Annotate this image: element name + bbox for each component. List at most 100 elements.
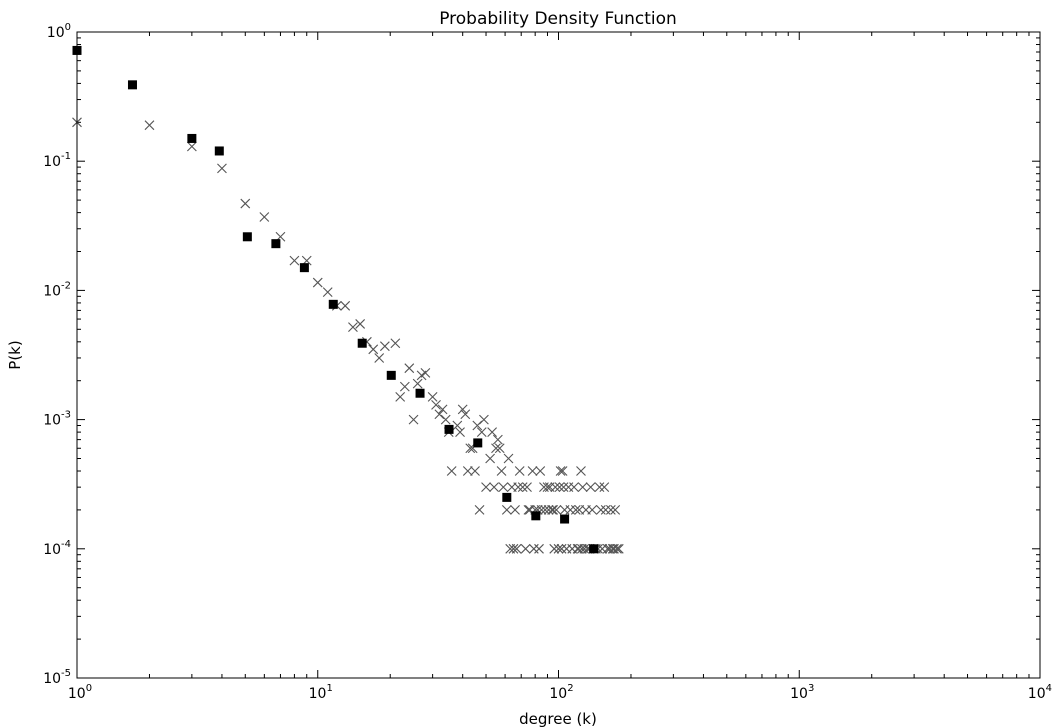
x-marker-point	[594, 482, 605, 493]
x-marker-point	[605, 505, 616, 515]
x-marker-point	[550, 482, 561, 493]
x-tick-label: 101	[309, 683, 333, 702]
x-marker-point	[340, 300, 351, 311]
x-marker-point	[322, 287, 333, 297]
x-marker-point	[557, 466, 568, 476]
x-marker-point	[368, 344, 379, 355]
x-marker-point	[514, 466, 525, 476]
x-marker-point	[508, 543, 519, 554]
x-marker-point	[513, 482, 524, 493]
x-tick-label: 103	[790, 683, 814, 702]
square-marker-point	[502, 492, 512, 502]
x-marker-point	[540, 505, 551, 515]
x-marker-point	[420, 367, 431, 378]
square-marker-point	[214, 146, 224, 156]
x-marker-point	[462, 466, 473, 476]
x-marker-point	[600, 505, 611, 515]
x-marker-point	[186, 141, 197, 152]
x-marker-point	[577, 482, 588, 493]
square-marker-point	[386, 370, 396, 380]
x-marker-point	[587, 505, 598, 515]
x-marker-point	[576, 466, 586, 476]
x-marker-point	[289, 255, 300, 266]
square-marker-point	[271, 239, 281, 249]
square-marker-point	[127, 80, 137, 90]
x-marker-point	[470, 466, 480, 476]
x-marker-point	[485, 453, 496, 464]
x-marker-point	[548, 505, 559, 515]
x-marker-point	[455, 427, 465, 438]
square-marker-point	[187, 133, 197, 143]
x-marker-point	[517, 482, 528, 493]
square-marker-point	[415, 388, 425, 398]
x-marker-point	[520, 543, 531, 554]
x-marker-point	[390, 338, 401, 349]
x-marker-point	[498, 482, 509, 493]
x-marker-point	[431, 399, 441, 410]
x-marker-point	[558, 482, 569, 493]
x-marker-point	[535, 466, 546, 476]
x-marker-point	[569, 482, 579, 493]
x-marker-point	[556, 543, 567, 554]
x-marker-point	[522, 482, 532, 493]
x-tick-label: 104	[1028, 683, 1052, 702]
y-tick-label: 10-1	[43, 151, 71, 170]
y-tick-label: 10-5	[43, 668, 71, 687]
x-marker-point	[503, 453, 514, 464]
square-marker-point	[299, 263, 309, 273]
x-tick-label: 102	[549, 683, 573, 702]
x-marker-point	[534, 543, 544, 554]
x-marker-point	[547, 505, 557, 515]
x-marker-point	[355, 319, 366, 329]
x-axis-label: degree (k)	[519, 710, 597, 728]
square-marker-point	[589, 544, 599, 554]
x-marker-point	[437, 404, 448, 415]
x-marker-point	[476, 427, 487, 438]
y-tick-label: 100	[47, 22, 71, 41]
x-marker-point	[543, 505, 554, 515]
x-marker-point	[489, 482, 499, 493]
x-marker-point	[460, 409, 471, 420]
x-marker-point	[585, 482, 596, 493]
tick-labels: 100 101 102 103 104 100 10-1 10-2 10-3 10-4 10-5	[43, 22, 1052, 702]
x-marker-point	[374, 353, 385, 363]
square-marker-point	[328, 299, 338, 309]
x-marker-point	[609, 543, 619, 554]
x-marker-point	[604, 543, 615, 554]
x-marker-point	[427, 391, 438, 402]
square-marker-point	[242, 232, 252, 242]
y-tick-label: 10-2	[43, 280, 71, 299]
x-marker-point	[474, 505, 485, 515]
x-marker-point	[240, 198, 251, 209]
x-marker-point	[494, 443, 505, 454]
square-marker-point	[473, 438, 483, 448]
x-marker-point	[412, 378, 423, 389]
x-marker-point	[596, 505, 606, 515]
x-marker-point	[610, 505, 621, 515]
plot-background	[77, 32, 1040, 678]
x-marker-point	[613, 543, 624, 554]
x-marker-point	[434, 409, 445, 420]
x-marker-point	[481, 482, 491, 493]
x-marker-point	[404, 363, 415, 374]
x-marker-point	[542, 482, 553, 493]
square-marker-point	[531, 511, 541, 521]
square-marker-point	[357, 338, 367, 348]
x-marker-point	[408, 414, 419, 425]
data-marks	[72, 45, 624, 554]
x-marker-point	[553, 543, 564, 554]
x-marker-point	[510, 505, 520, 515]
x-marker-point	[554, 482, 565, 493]
x-marker-point	[259, 212, 270, 222]
chart-title: Probability Density Function	[439, 9, 677, 29]
y-axis-label: P(k)	[6, 340, 24, 369]
x-marker-point	[479, 414, 489, 425]
square-marker-point	[560, 514, 570, 524]
x-marker-point	[551, 505, 562, 515]
x-tick-label: 100	[68, 683, 92, 702]
x-marker-point	[440, 414, 451, 425]
y-tick-label: 10-4	[43, 539, 71, 558]
x-marker-point	[501, 505, 512, 515]
x-marker-point	[395, 391, 406, 402]
